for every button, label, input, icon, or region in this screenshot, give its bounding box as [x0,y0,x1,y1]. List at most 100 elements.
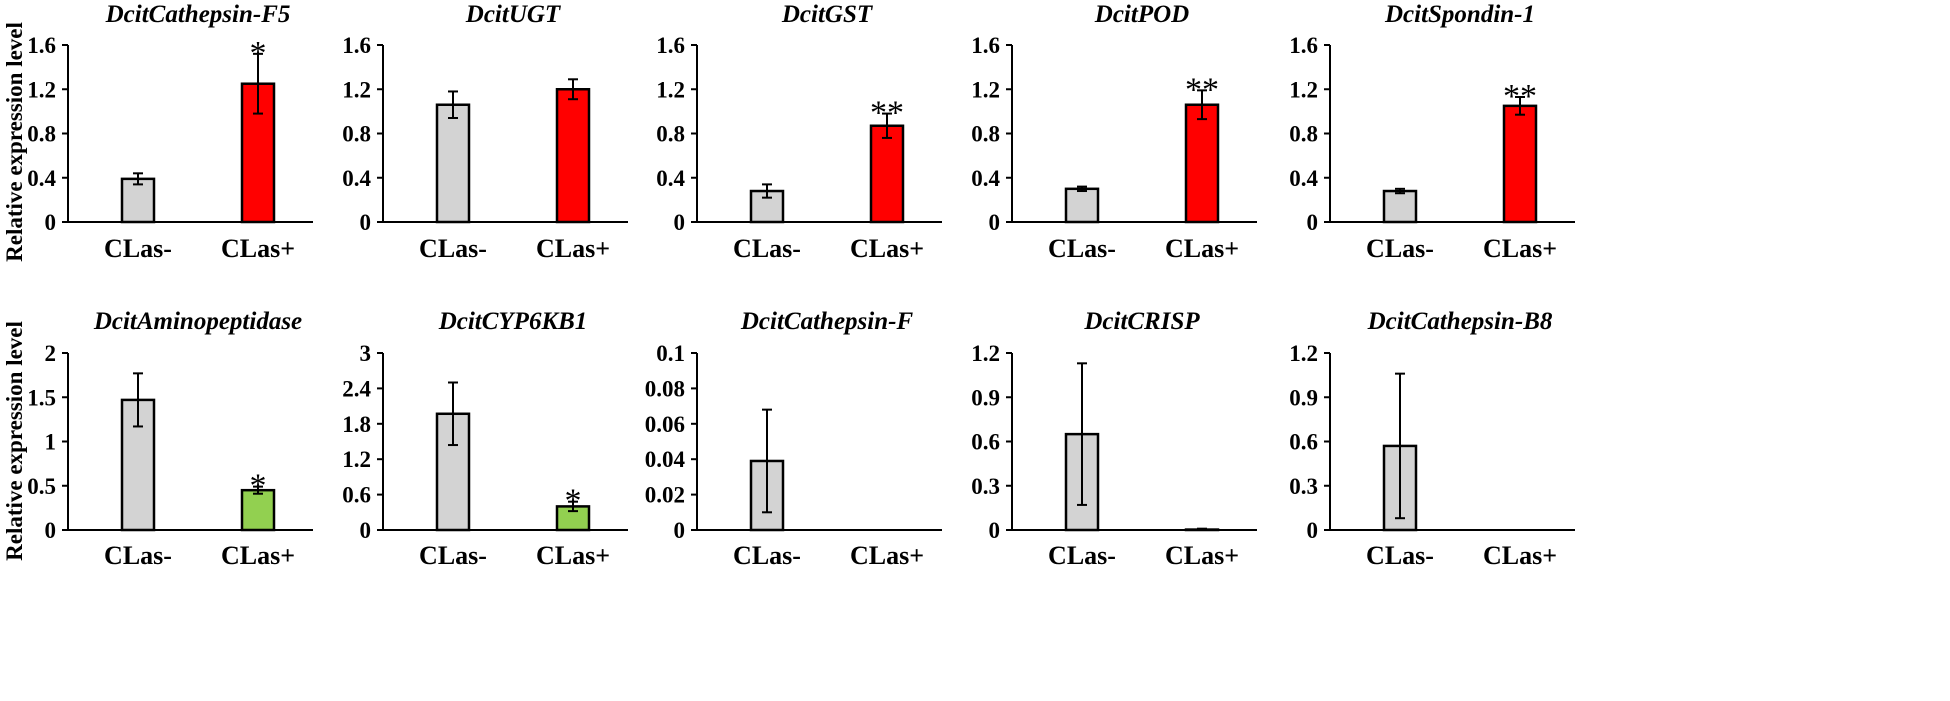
x-category-label: CLas- [1048,541,1116,570]
y-tick-label: 0 [989,518,1001,543]
chart-title: DcitCathepsin-B8 [1367,308,1553,335]
bar-CLas- [1064,187,1100,224]
y-tick-label: 1.8 [342,412,371,437]
y-tick-label: 0.6 [1289,430,1318,455]
significance-marker: * [250,468,267,505]
x-category-label: CLas+ [1483,541,1557,570]
x-category-label: CLas+ [1483,234,1557,263]
significance-marker: * [250,35,267,72]
significance-marker: ** [870,95,904,132]
chart-panel-1: DcitCathepsin-F5 0 0.4 0.8 1.2 1.6 CLas- * CLas+… [2,1,313,263]
chart-panel-10: DcitCathepsin-B8 0 0.3 0.6 0.9 1.2 CLas- CLas+ [1289,308,1575,570]
y-tick-label: 0.9 [971,385,1000,410]
y-tick-label: 0 [989,210,1001,235]
y-axis-title: Relative expression level [2,321,27,561]
x-category-label: CLas- [733,541,801,570]
x-category-label: CLas+ [1165,541,1239,570]
y-tick-label: 1.2 [971,341,1000,366]
x-category-label: CLas- [419,541,487,570]
chart-panel-8: DcitCathepsin-F 0 0.02 0.04 0.06 0.08 0.1 CLas-… [645,308,942,570]
y-tick-label: 0.6 [971,430,1000,455]
bar-CLas+ [555,88,591,224]
y-tick-label: 1 [45,430,57,455]
y-tick-label: 0.02 [645,483,685,508]
y-tick-label: 0.8 [342,122,371,147]
y-tick-label: 0.1 [656,341,685,366]
y-axis-title: Relative expression level [2,22,27,262]
y-tick-label: 0 [360,518,372,543]
y-tick-label: 1.6 [27,33,56,58]
y-tick-label: 0 [674,518,686,543]
bar-CLas- [1382,189,1418,224]
chart-title: DcitPOD [1094,1,1189,28]
chart-title: DcitAminopeptidase [93,308,302,335]
y-tick-label: 0.8 [971,122,1000,147]
y-tick-label: 1.6 [1289,33,1318,58]
y-tick-label: 1.2 [1289,341,1318,366]
chart-panel-9: DcitCRISP 0 0.3 0.6 0.9 1.2 CLas- CLas+ [971,308,1257,570]
y-tick-label: 2 [45,341,57,366]
y-tick-label: 0.4 [971,166,1000,191]
chart-title: DcitCRISP [1083,308,1200,335]
x-category-label: CLas+ [1165,234,1239,263]
chart-title: DcitCathepsin-F5 [105,1,291,28]
y-tick-label: 1.6 [971,33,1000,58]
chart-title: DcitUGT [465,1,562,28]
bar-CLas+ [1184,103,1220,224]
y-tick-label: 0.3 [971,474,1000,499]
y-tick-label: 0 [674,210,686,235]
chart-title: DcitCYP6KB1 [438,308,588,335]
significance-marker: * [565,483,582,520]
chart-title: DcitCathepsin-F [740,308,914,335]
bar-CLas+ [869,124,905,224]
y-tick-label: 0.04 [645,447,686,472]
y-tick-label: 1.5 [27,385,56,410]
x-category-label: CLas- [419,234,487,263]
chart-panel-7: DcitCYP6KB1 0 0.6 1.2 1.8 2.4 3 CLas- * CLas+ [342,308,628,570]
bar-CLas- [120,177,156,224]
y-tick-label: 0.5 [27,474,56,499]
chart-panel-4: DcitPOD 0 0.4 0.8 1.2 1.6 CLas- ** CLas+ [971,1,1257,263]
x-category-label: CLas+ [850,234,924,263]
y-tick-label: 0.9 [1289,385,1318,410]
chart-title: DcitSpondin-1 [1384,1,1535,28]
y-tick-label: 0 [360,210,372,235]
x-category-label: CLas+ [221,234,295,263]
significance-marker: ** [1185,71,1219,108]
y-tick-label: 1.2 [971,77,1000,102]
y-tick-label: 1.2 [342,447,371,472]
y-tick-label: 0 [1307,210,1319,235]
y-tick-label: 0 [45,518,57,543]
y-tick-label: 0.8 [656,122,685,147]
y-tick-label: 0.3 [1289,474,1318,499]
x-category-label: CLas+ [221,541,295,570]
y-tick-label: 0 [1307,518,1319,543]
chart-panel-6: DcitAminopeptidase 0 0.5 1 1.5 2 CLas- * CLas+ Re… [2,308,313,570]
y-tick-label: 0.6 [342,483,371,508]
y-tick-label: 0.4 [27,166,56,191]
y-tick-label: 0 [45,210,57,235]
x-category-label: CLas+ [850,541,924,570]
x-category-label: CLas- [733,234,801,263]
x-category-label: CLas- [1048,234,1116,263]
y-tick-label: 1.2 [1289,77,1318,102]
chart-panel-2: DcitUGT 0 0.4 0.8 1.2 1.6 CLas- CLas+ [342,1,628,263]
y-tick-label: 0.06 [645,412,685,437]
y-tick-label: 0.4 [656,166,685,191]
y-tick-label: 0.4 [342,166,371,191]
y-tick-label: 1.2 [656,77,685,102]
x-category-label: CLas+ [536,541,610,570]
x-category-label: CLas+ [536,234,610,263]
y-tick-label: 0.8 [27,122,56,147]
y-tick-label: 1.2 [342,77,371,102]
y-tick-label: 0.08 [645,376,685,401]
x-category-label: CLas- [1366,541,1434,570]
x-category-label: CLas- [104,234,172,263]
chart-panel-3: DcitGST 0 0.4 0.8 1.2 1.6 CLas- ** CLas+ [656,1,942,263]
bar-CLas+ [1502,104,1538,224]
x-category-label: CLas- [1366,234,1434,263]
bar-CLas- [435,103,471,224]
y-tick-label: 1.2 [27,77,56,102]
y-tick-label: 1.6 [342,33,371,58]
